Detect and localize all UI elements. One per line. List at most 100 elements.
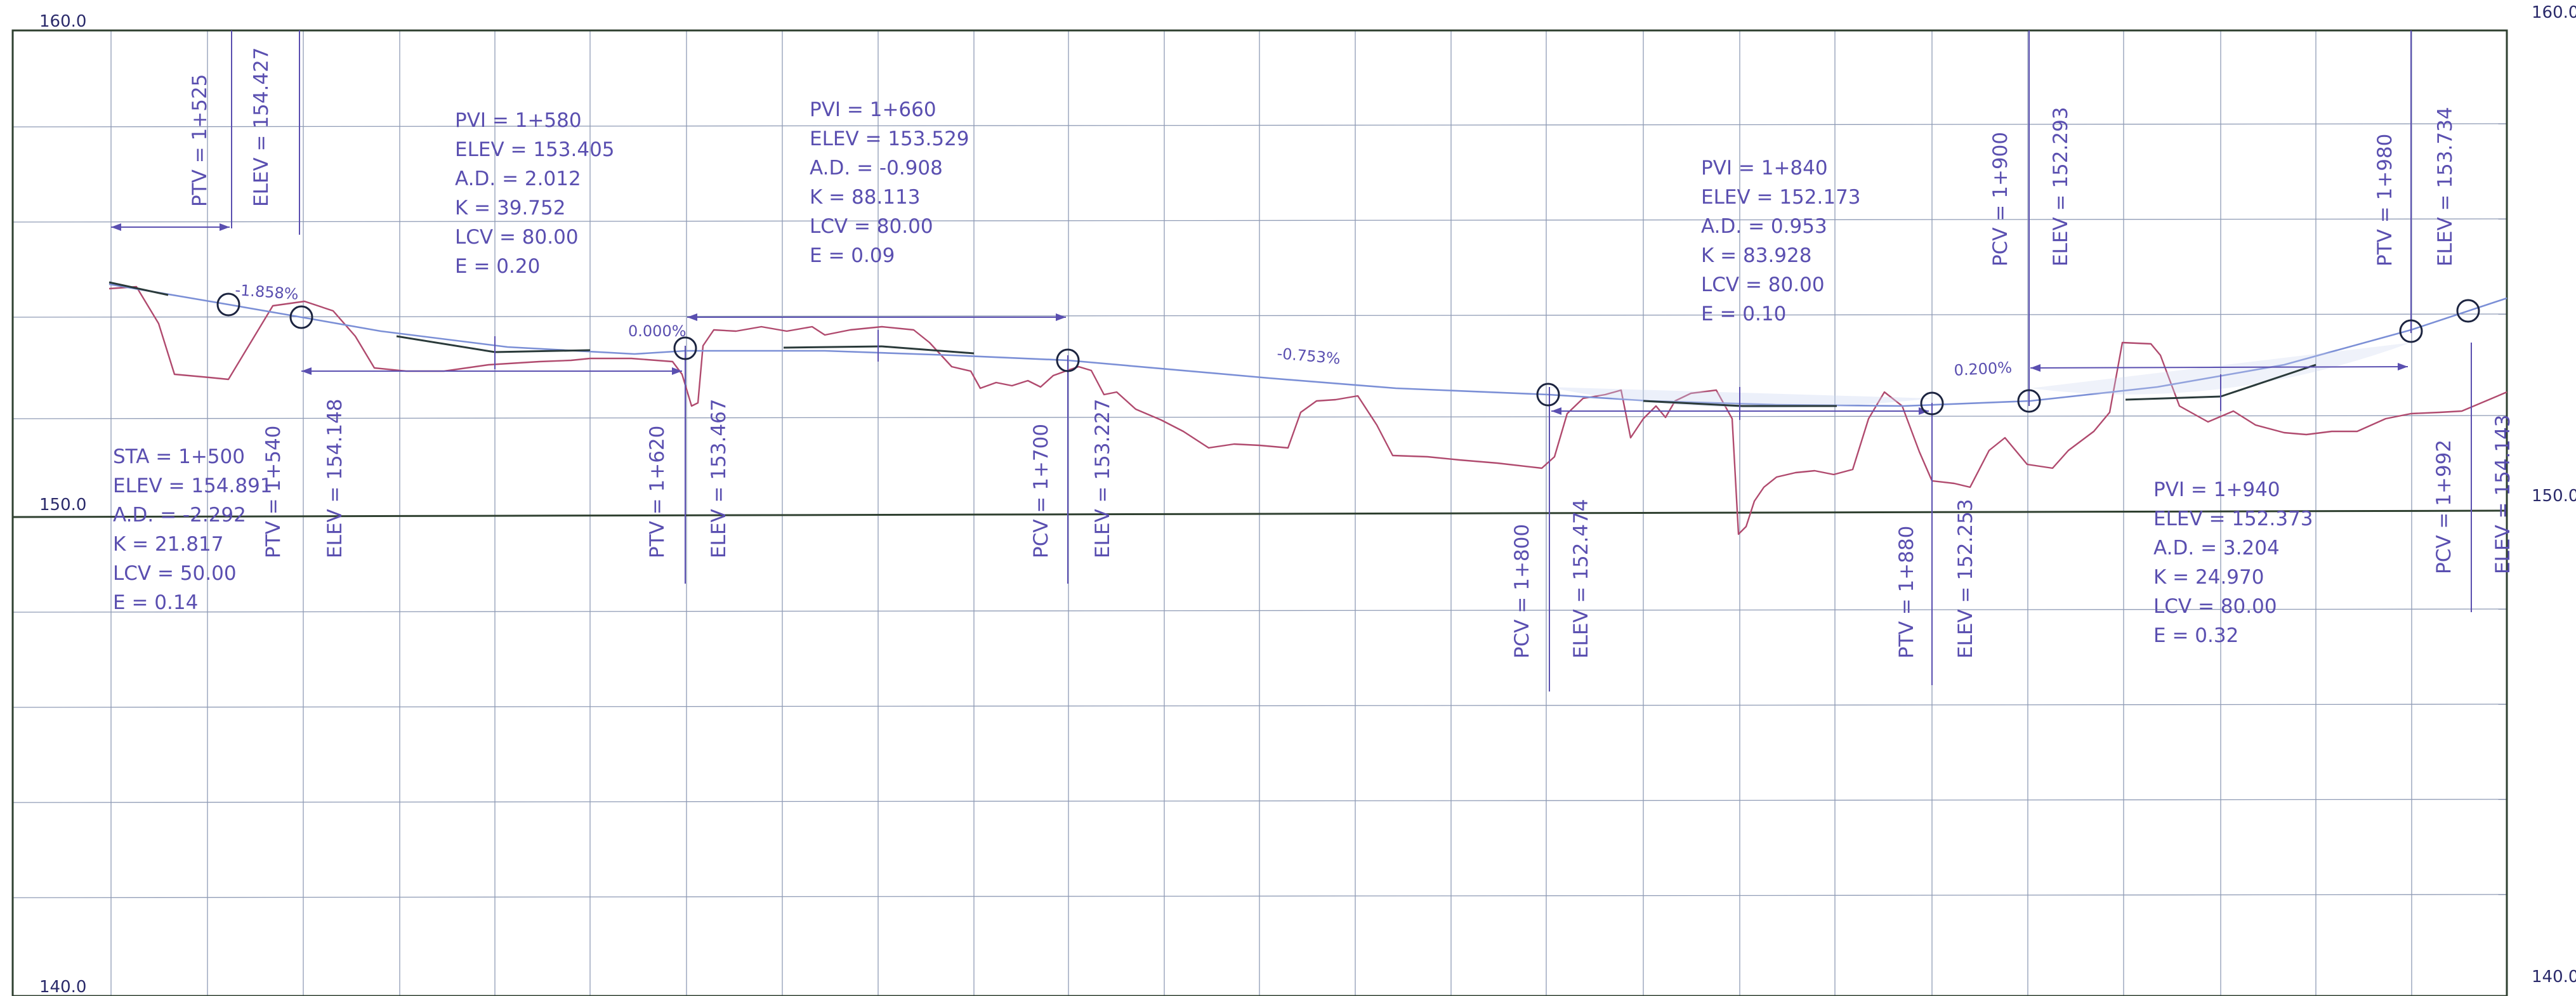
curve-block-pvi-1660: PVI = 1+660 ELEV = 153.529 A.D. = -0.908… [810, 98, 969, 267]
arrow-head [2398, 363, 2408, 370]
elev-label-bottom-right: 140.0 [2532, 967, 2576, 986]
design-segment [396, 335, 496, 353]
station-annotations: PTV = 1+525 ELEV = 154.427 PTV = 1+540 E… [188, 47, 2514, 659]
arrow-head [2030, 364, 2040, 372]
block-line: ELEV = 152.373 [2153, 508, 2313, 530]
block-line: E = 0.10 [1701, 303, 1786, 325]
elev-label-1992: ELEV = 154.143 [2492, 414, 2514, 574]
grid [12, 30, 2507, 996]
block-line: PVI = 1+940 [2153, 478, 2280, 501]
elev-label-mid-right: 150.0 [2532, 487, 2576, 506]
block-line: E = 0.09 [810, 244, 895, 267]
block-line: PVI = 1+660 [810, 98, 936, 121]
drawing-border [11, 29, 2508, 996]
sag-curve-shading [2030, 343, 2411, 395]
block-line: LCV = 80.00 [455, 226, 579, 249]
pvi-markers [216, 292, 2480, 416]
grid-line-horizontal [12, 313, 2507, 318]
elev-label-bottom-left: 140.0 [39, 978, 86, 996]
elev-label-1880: ELEV = 152.253 [1954, 499, 1977, 659]
pvi-marker-circle [2456, 299, 2480, 323]
block-line: E = 0.14 [113, 591, 198, 614]
grid-line-horizontal [12, 123, 2507, 128]
pvi-marker-circle [2399, 319, 2423, 343]
pvi-marker-circle [2017, 389, 2041, 413]
elevation-labels: 160.0 160.0 150.0 150.0 140.0 140.0 [39, 3, 2576, 996]
design-grade-line [108, 283, 2507, 407]
arrow-head [687, 313, 697, 321]
elev-label-1700: ELEV = 153.227 [1091, 398, 1114, 558]
grade-label: 0.000% [628, 322, 687, 340]
design-segment [108, 281, 169, 296]
design-segment [783, 345, 883, 349]
elev-label-top-right: 160.0 [2532, 3, 2576, 22]
ground-profile [108, 285, 2507, 535]
station-label-pcv-1900: PCV = 1+900 [1989, 132, 2012, 266]
station-label-ptv-1540: PTV = 1+540 [262, 426, 285, 558]
curve-block-pvi-1940: PVI = 1+940 ELEV = 152.373 A.D. = 3.204 … [2153, 478, 2313, 647]
block-line: LCV = 80.00 [810, 215, 933, 238]
curve-block-pvi-1840: PVI = 1+840 ELEV = 152.173 A.D. = 0.953 … [1701, 157, 1861, 325]
arrow-head [301, 367, 312, 375]
block-line: A.D. = 2.012 [455, 167, 581, 190]
block-line: LCV = 80.00 [2153, 595, 2277, 618]
station-label-pcv-1700: PCV = 1+700 [1030, 424, 1053, 558]
grade-label: -1.858% [235, 281, 299, 303]
block-line: ELEV = 153.405 [455, 138, 615, 161]
ground-line [108, 285, 2507, 535]
dimension-line [2030, 366, 2408, 369]
grid-line-horizontal [12, 704, 2507, 708]
block-line: K = 39.752 [455, 197, 565, 220]
grid-line-horizontal [12, 218, 2507, 223]
elev-label-1800: ELEV = 152.474 [1570, 499, 1593, 659]
elev-label-1900: ELEV = 152.293 [2049, 107, 2072, 266]
station-label-pcv-1800: PCV = 1+800 [1511, 524, 1534, 659]
station-label-ptv-1620: PTV = 1+620 [646, 426, 669, 558]
station-label-ptv-1525: PTV = 1+525 [188, 74, 211, 207]
grid-line-horizontal [12, 415, 2507, 419]
grid-line-horizontal [12, 799, 2507, 803]
pvi-marker-circle [1536, 383, 1560, 407]
block-line: ELEV = 153.529 [810, 128, 969, 150]
elev-label-1980: ELEV = 153.734 [2434, 107, 2457, 266]
datum-line-150 [12, 509, 2507, 518]
block-line: K = 88.113 [810, 186, 920, 209]
curve-block-sta-1500: STA = 1+500 ELEV = 154.891 A.D. = -2.292… [113, 445, 273, 614]
block-line: A.D. = -0.908 [810, 157, 943, 180]
block-line: A.D. = 0.953 [1701, 215, 1827, 238]
block-line: E = 0.20 [455, 255, 540, 278]
block-line: K = 21.817 [113, 533, 223, 556]
pvi-marker-circle [289, 305, 313, 329]
block-line: ELEV = 152.173 [1701, 186, 1861, 209]
pvi-marker-circle [216, 292, 240, 317]
block-line: PVI = 1+840 [1701, 157, 1828, 180]
grid-line-horizontal [12, 894, 2507, 898]
elev-label-mid-left: 150.0 [39, 495, 86, 514]
block-line: LCV = 80.00 [1701, 273, 1825, 296]
curve-block-pvi-1580: PVI = 1+580 ELEV = 153.405 A.D. = 2.012 … [455, 109, 615, 278]
grid-line-horizontal [12, 608, 2507, 613]
arrow-head [111, 223, 121, 231]
block-line: A.D. = 3.204 [2153, 537, 2280, 560]
pvi-marker-circle [1920, 391, 1944, 416]
pvi-marker-circle [673, 336, 697, 360]
grade-label: 0.200% [1954, 358, 2013, 379]
block-line: E = 0.32 [2153, 624, 2238, 647]
block-line: ELEV = 154.891 [113, 475, 273, 497]
design-segment [1643, 400, 1742, 407]
arrow-head [1551, 407, 1561, 415]
elev-label-1540: ELEV = 154.148 [324, 398, 346, 558]
block-line: K = 83.928 [1701, 244, 1811, 267]
elev-label-1525: ELEV = 154.427 [250, 47, 273, 207]
block-line: LCV = 50.00 [113, 562, 237, 585]
block-line: STA = 1+500 [113, 445, 245, 468]
curve-data-blocks: STA = 1+500 ELEV = 154.891 A.D. = -2.292… [113, 98, 2313, 647]
station-leaders [111, 30, 2472, 691]
block-line: K = 24.970 [2153, 566, 2264, 589]
design-segment [2125, 395, 2221, 401]
design-profile [108, 281, 2507, 420]
elev-label-1620: ELEV = 153.467 [707, 398, 730, 558]
design-segment [2220, 364, 2316, 398]
